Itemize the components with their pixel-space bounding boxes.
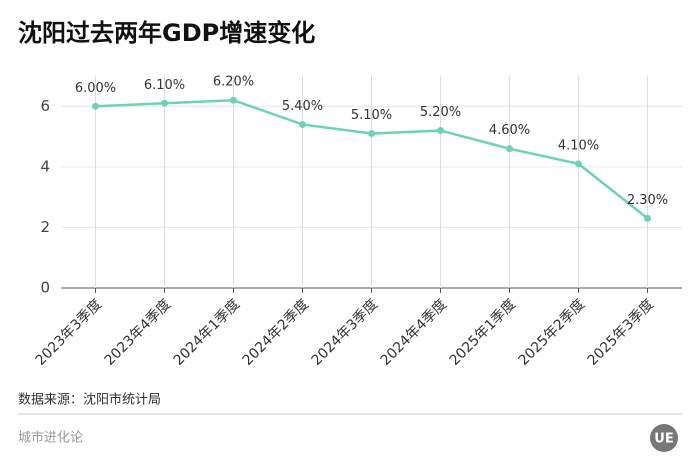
- y-tick-label: 4: [40, 157, 50, 175]
- point: [230, 96, 237, 104]
- x-tick-label: 2025年3季度: [585, 296, 658, 369]
- point: [161, 99, 168, 107]
- source: 数据来源：沈阳市统计局: [18, 392, 161, 408]
- footer: 城市进化论: [18, 430, 83, 446]
- point: [368, 130, 375, 138]
- value-label: 4.10%: [558, 138, 599, 153]
- x-tick-label: 2023年4季度: [102, 296, 175, 369]
- x-tick-label: 2024年4季度: [378, 296, 451, 369]
- logo: UE: [654, 432, 673, 447]
- x-tick-label: 2025年2季度: [516, 296, 589, 369]
- value-label: 5.40%: [282, 99, 323, 114]
- value-label: 6.00%: [75, 81, 116, 96]
- point: [437, 127, 444, 135]
- point: [644, 214, 651, 222]
- x-tick-label: 2024年3季度: [309, 296, 382, 369]
- value-label: 6.10%: [144, 78, 185, 93]
- point: [92, 102, 99, 110]
- x-tick-label: 2025年1季度: [447, 296, 520, 369]
- x-tick-label: 2024年2季度: [240, 296, 313, 369]
- value-label: 5.20%: [420, 105, 461, 120]
- value-label: 5.10%: [351, 108, 392, 123]
- value-label: 4.60%: [489, 123, 530, 138]
- point: [575, 160, 582, 168]
- x-tick-label: 2023年3季度: [33, 296, 106, 369]
- y-tick-label: 6: [40, 97, 50, 115]
- value-label: 2.30%: [627, 193, 668, 208]
- x-tick-label: 2024年1季度: [171, 296, 244, 369]
- chart-title: 沈阳过去两年GDP增速变化: [18, 19, 315, 47]
- point: [299, 120, 306, 128]
- logo-badge: [650, 424, 678, 452]
- y-tick-label: 0: [40, 279, 50, 297]
- point: [506, 145, 513, 153]
- value-label: 6.20%: [213, 75, 254, 90]
- y-tick-label: 2: [40, 218, 50, 236]
